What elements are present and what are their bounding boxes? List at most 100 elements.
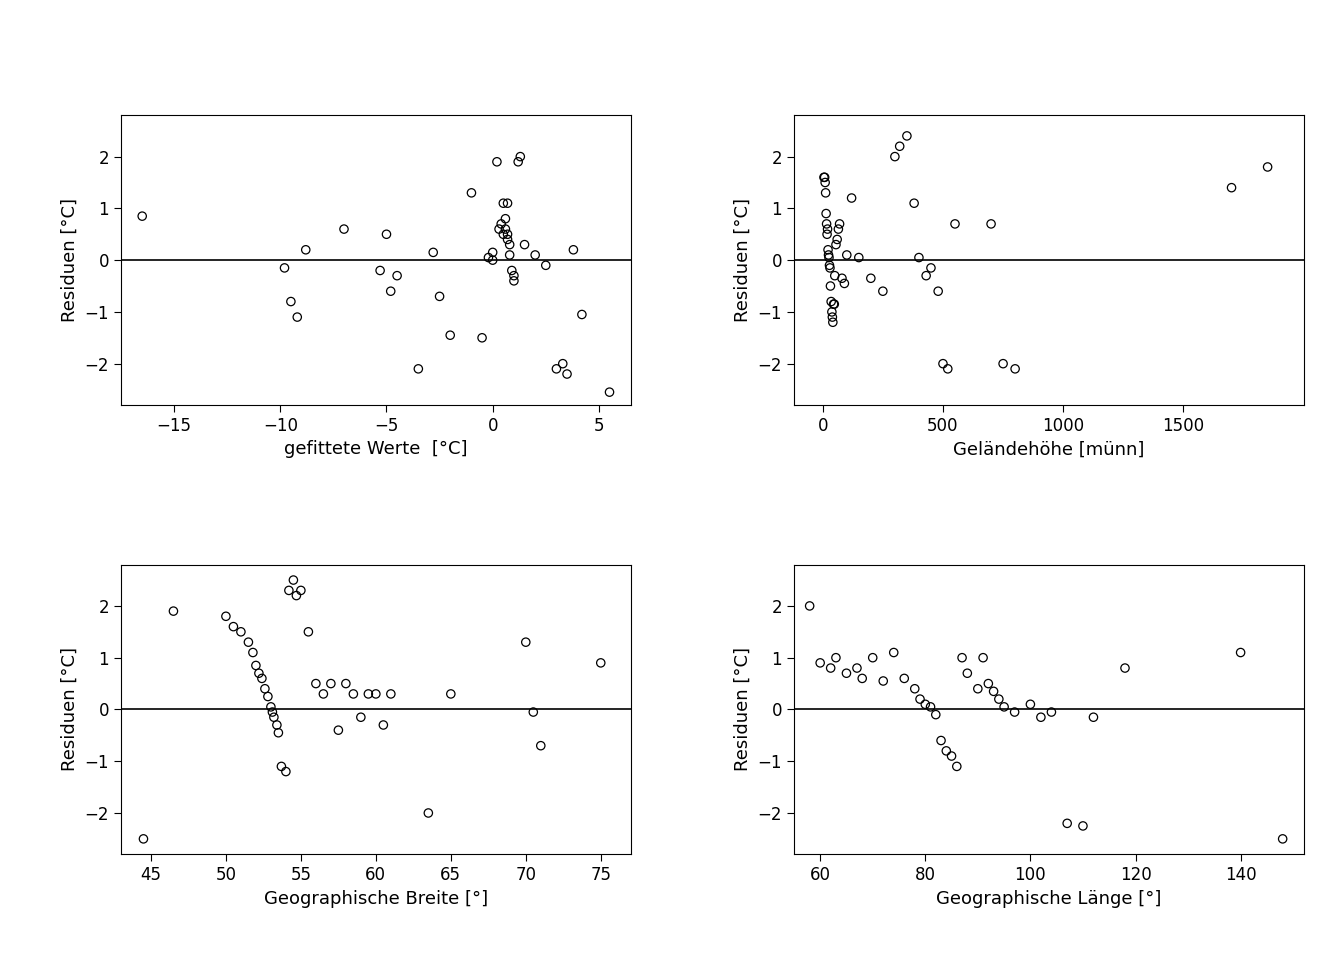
Point xyxy=(827,231,848,247)
Point xyxy=(132,208,153,224)
Point xyxy=(328,723,349,738)
Point xyxy=(1083,709,1105,725)
Point xyxy=(439,686,461,702)
Point xyxy=(343,686,364,702)
Point xyxy=(571,307,593,323)
Point xyxy=(816,227,837,242)
Y-axis label: Residuen [°C]: Residuen [°C] xyxy=(734,198,753,323)
Point xyxy=(366,686,387,702)
Point xyxy=(376,227,398,242)
Point xyxy=(1271,831,1293,847)
Point xyxy=(935,743,957,758)
Point xyxy=(482,252,504,268)
Point xyxy=(993,699,1015,714)
X-axis label: gefittete Werte  [°C]: gefittete Werte [°C] xyxy=(284,441,468,459)
Point xyxy=(824,297,845,312)
Point xyxy=(499,248,520,263)
Point xyxy=(896,129,918,144)
Point xyxy=(276,764,297,780)
Point xyxy=(798,598,820,613)
Point xyxy=(294,242,317,257)
Point xyxy=(1004,705,1025,720)
Point xyxy=(816,216,837,231)
Point xyxy=(242,645,263,660)
Point xyxy=(230,624,251,639)
Point xyxy=(333,222,355,237)
Point xyxy=(1020,697,1042,712)
Point xyxy=(163,604,184,619)
Point xyxy=(223,619,245,635)
Point xyxy=(883,645,905,660)
Point xyxy=(914,697,935,712)
Point xyxy=(836,665,857,681)
Point xyxy=(495,222,516,237)
Point xyxy=(823,315,844,330)
Point xyxy=(982,684,1004,699)
Point xyxy=(472,330,493,346)
Point xyxy=(370,263,391,278)
Point xyxy=(305,676,327,691)
Point xyxy=(821,304,843,320)
Point xyxy=(968,681,989,696)
Point xyxy=(814,170,836,185)
Point xyxy=(946,758,968,774)
Point xyxy=(497,231,519,247)
Point xyxy=(884,149,906,164)
Point xyxy=(380,686,402,702)
Point xyxy=(439,327,461,343)
Point xyxy=(262,705,284,720)
Point xyxy=(814,185,836,201)
Point xyxy=(429,289,450,304)
Y-axis label: Residuen [°C]: Residuen [°C] xyxy=(60,647,79,772)
Point xyxy=(358,686,379,702)
Point xyxy=(915,268,937,283)
X-axis label: Geländehöhe [münn]: Geländehöhe [münn] xyxy=(953,441,1145,459)
Y-axis label: Residuen [°C]: Residuen [°C] xyxy=(734,647,753,772)
Point xyxy=(297,624,319,639)
Point xyxy=(823,297,844,312)
Point xyxy=(509,149,531,164)
Point xyxy=(372,717,394,732)
Point xyxy=(515,635,536,650)
Point xyxy=(1030,709,1051,725)
Point xyxy=(1114,660,1136,676)
Point xyxy=(556,367,578,382)
Point xyxy=(1230,645,1251,660)
Point xyxy=(977,676,999,691)
Point xyxy=(503,268,524,283)
Point xyxy=(530,738,551,754)
Point xyxy=(872,283,894,299)
Point xyxy=(286,588,308,603)
X-axis label: Geographische Breite [°]: Geographische Breite [°] xyxy=(263,890,488,908)
Point xyxy=(290,583,312,598)
Point xyxy=(930,732,952,748)
Point xyxy=(499,237,520,252)
Point xyxy=(910,691,931,707)
Point xyxy=(535,257,556,273)
Point xyxy=(215,609,237,624)
Point xyxy=(380,283,402,299)
Point xyxy=(254,681,276,696)
Point xyxy=(320,676,341,691)
Point xyxy=(492,227,513,242)
Point xyxy=(349,709,371,725)
Point xyxy=(313,686,335,702)
Point xyxy=(1220,180,1242,195)
Point xyxy=(816,205,837,221)
Point xyxy=(461,185,482,201)
Point xyxy=(1040,705,1062,720)
Point xyxy=(927,283,949,299)
Point xyxy=(249,665,270,681)
Point xyxy=(524,248,546,263)
Point xyxy=(274,260,296,276)
Point xyxy=(941,749,962,764)
Point xyxy=(813,170,835,185)
Point xyxy=(487,155,508,170)
Y-axis label: Residuen [°C]: Residuen [°C] xyxy=(60,198,79,323)
Point xyxy=(266,717,288,732)
Point xyxy=(833,276,855,291)
Point xyxy=(501,263,523,278)
Point xyxy=(386,268,407,283)
Point xyxy=(888,138,910,154)
X-axis label: Geographische Länge [°]: Geographische Länge [°] xyxy=(935,890,1161,908)
